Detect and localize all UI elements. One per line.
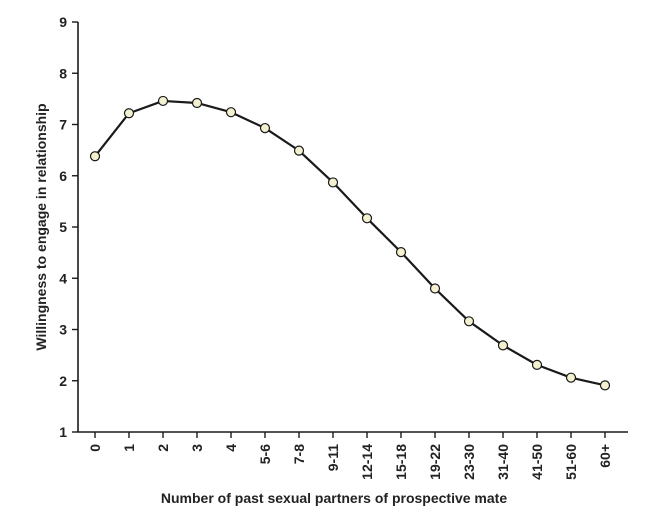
data-point (565, 372, 577, 383)
y-tick-label: 3 (59, 322, 67, 338)
x-tick-label: 4 (223, 444, 239, 452)
x-axis-title: Number of past sexual partners of prospe… (161, 490, 507, 506)
axes (77, 22, 628, 433)
y-axis-title: Willingness to engage in relationship (33, 103, 49, 350)
y-tick-label: 4 (59, 270, 67, 286)
data-point (191, 97, 203, 109)
data-point (599, 380, 611, 391)
x-tick-label: 31-40 (495, 444, 511, 480)
series-line (94, 99, 606, 387)
x-tick-label: 60+ (597, 444, 613, 468)
x-tick-label: 1 (121, 444, 137, 452)
x-tick-label: 2 (155, 444, 171, 452)
data-point (429, 283, 441, 294)
y-tick-label: 8 (59, 65, 67, 81)
x-tick-label: 23-30 (461, 444, 477, 480)
y-tick-label: 9 (59, 14, 67, 30)
data-point (327, 177, 339, 188)
y-tick-label: 1 (59, 424, 67, 440)
data-point (395, 247, 407, 258)
x-tick-label: 19-22 (427, 444, 443, 480)
x-tick-label: 0 (87, 444, 103, 452)
data-point (225, 107, 237, 118)
data-points (89, 95, 611, 391)
data-point (463, 316, 475, 327)
data-point (89, 151, 101, 162)
y-ticks: 1 2 3 4 5 6 7 8 9 (59, 14, 78, 440)
y-tick-label: 5 (59, 219, 67, 235)
data-point (497, 340, 509, 351)
y-tick-label: 2 (59, 373, 67, 389)
x-tick-label: 3 (189, 444, 205, 452)
y-tick-label: 7 (59, 117, 67, 133)
data-point (157, 95, 169, 107)
data-point (259, 122, 271, 134)
y-tick-label: 6 (59, 168, 67, 184)
x-tick-label: 41-50 (529, 444, 545, 480)
data-point (123, 108, 135, 119)
data-point (531, 359, 543, 370)
x-tick-label: 9-11 (325, 444, 341, 471)
x-tick-label: 7-8 (291, 444, 307, 464)
x-tick-label: 5-6 (257, 444, 273, 464)
x-tick-label: 15-18 (393, 444, 409, 480)
x-tick-label: 12-14 (359, 444, 375, 480)
x-ticks: 0 1 2 3 4 5-6 7-8 9-11 12-14 15-18 19-22 23-30 31-40… (87, 432, 613, 480)
x-tick-label: 51-60 (563, 444, 579, 480)
data-point (293, 145, 305, 156)
data-point (361, 213, 373, 224)
